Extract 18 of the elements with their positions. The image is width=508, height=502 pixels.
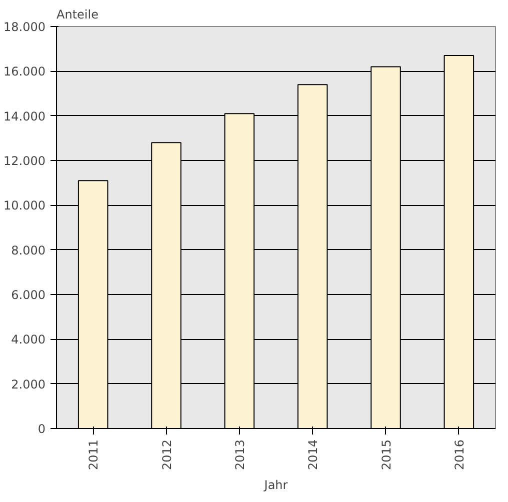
y-axis-title: Anteile	[56, 8, 98, 22]
x-tick-label: 2011	[86, 439, 101, 470]
y-tick-label: 6.000	[11, 288, 46, 302]
y-tick-label: 10.000	[4, 198, 46, 213]
y-tick-label: 0	[38, 422, 46, 436]
x-tick-label: 2014	[306, 439, 320, 470]
x-tick-label: 2013	[232, 439, 247, 470]
x-tick-label: 2015	[379, 439, 394, 470]
x-tick-label: 2012	[160, 439, 174, 470]
y-tick-label: 4.000	[11, 332, 46, 347]
y-tick-label: 12.000	[4, 154, 46, 168]
x-tick-label: 2016	[452, 439, 466, 470]
x-axis-title: Jahr	[263, 478, 288, 492]
y-tick-label: 16.000	[4, 64, 46, 79]
y-tick-label: 2.000	[11, 377, 46, 392]
y-tick-label: 8.000	[11, 243, 46, 258]
y-tick-label: 14.000	[4, 109, 46, 124]
y-tick-label: 18.000	[4, 20, 46, 34]
